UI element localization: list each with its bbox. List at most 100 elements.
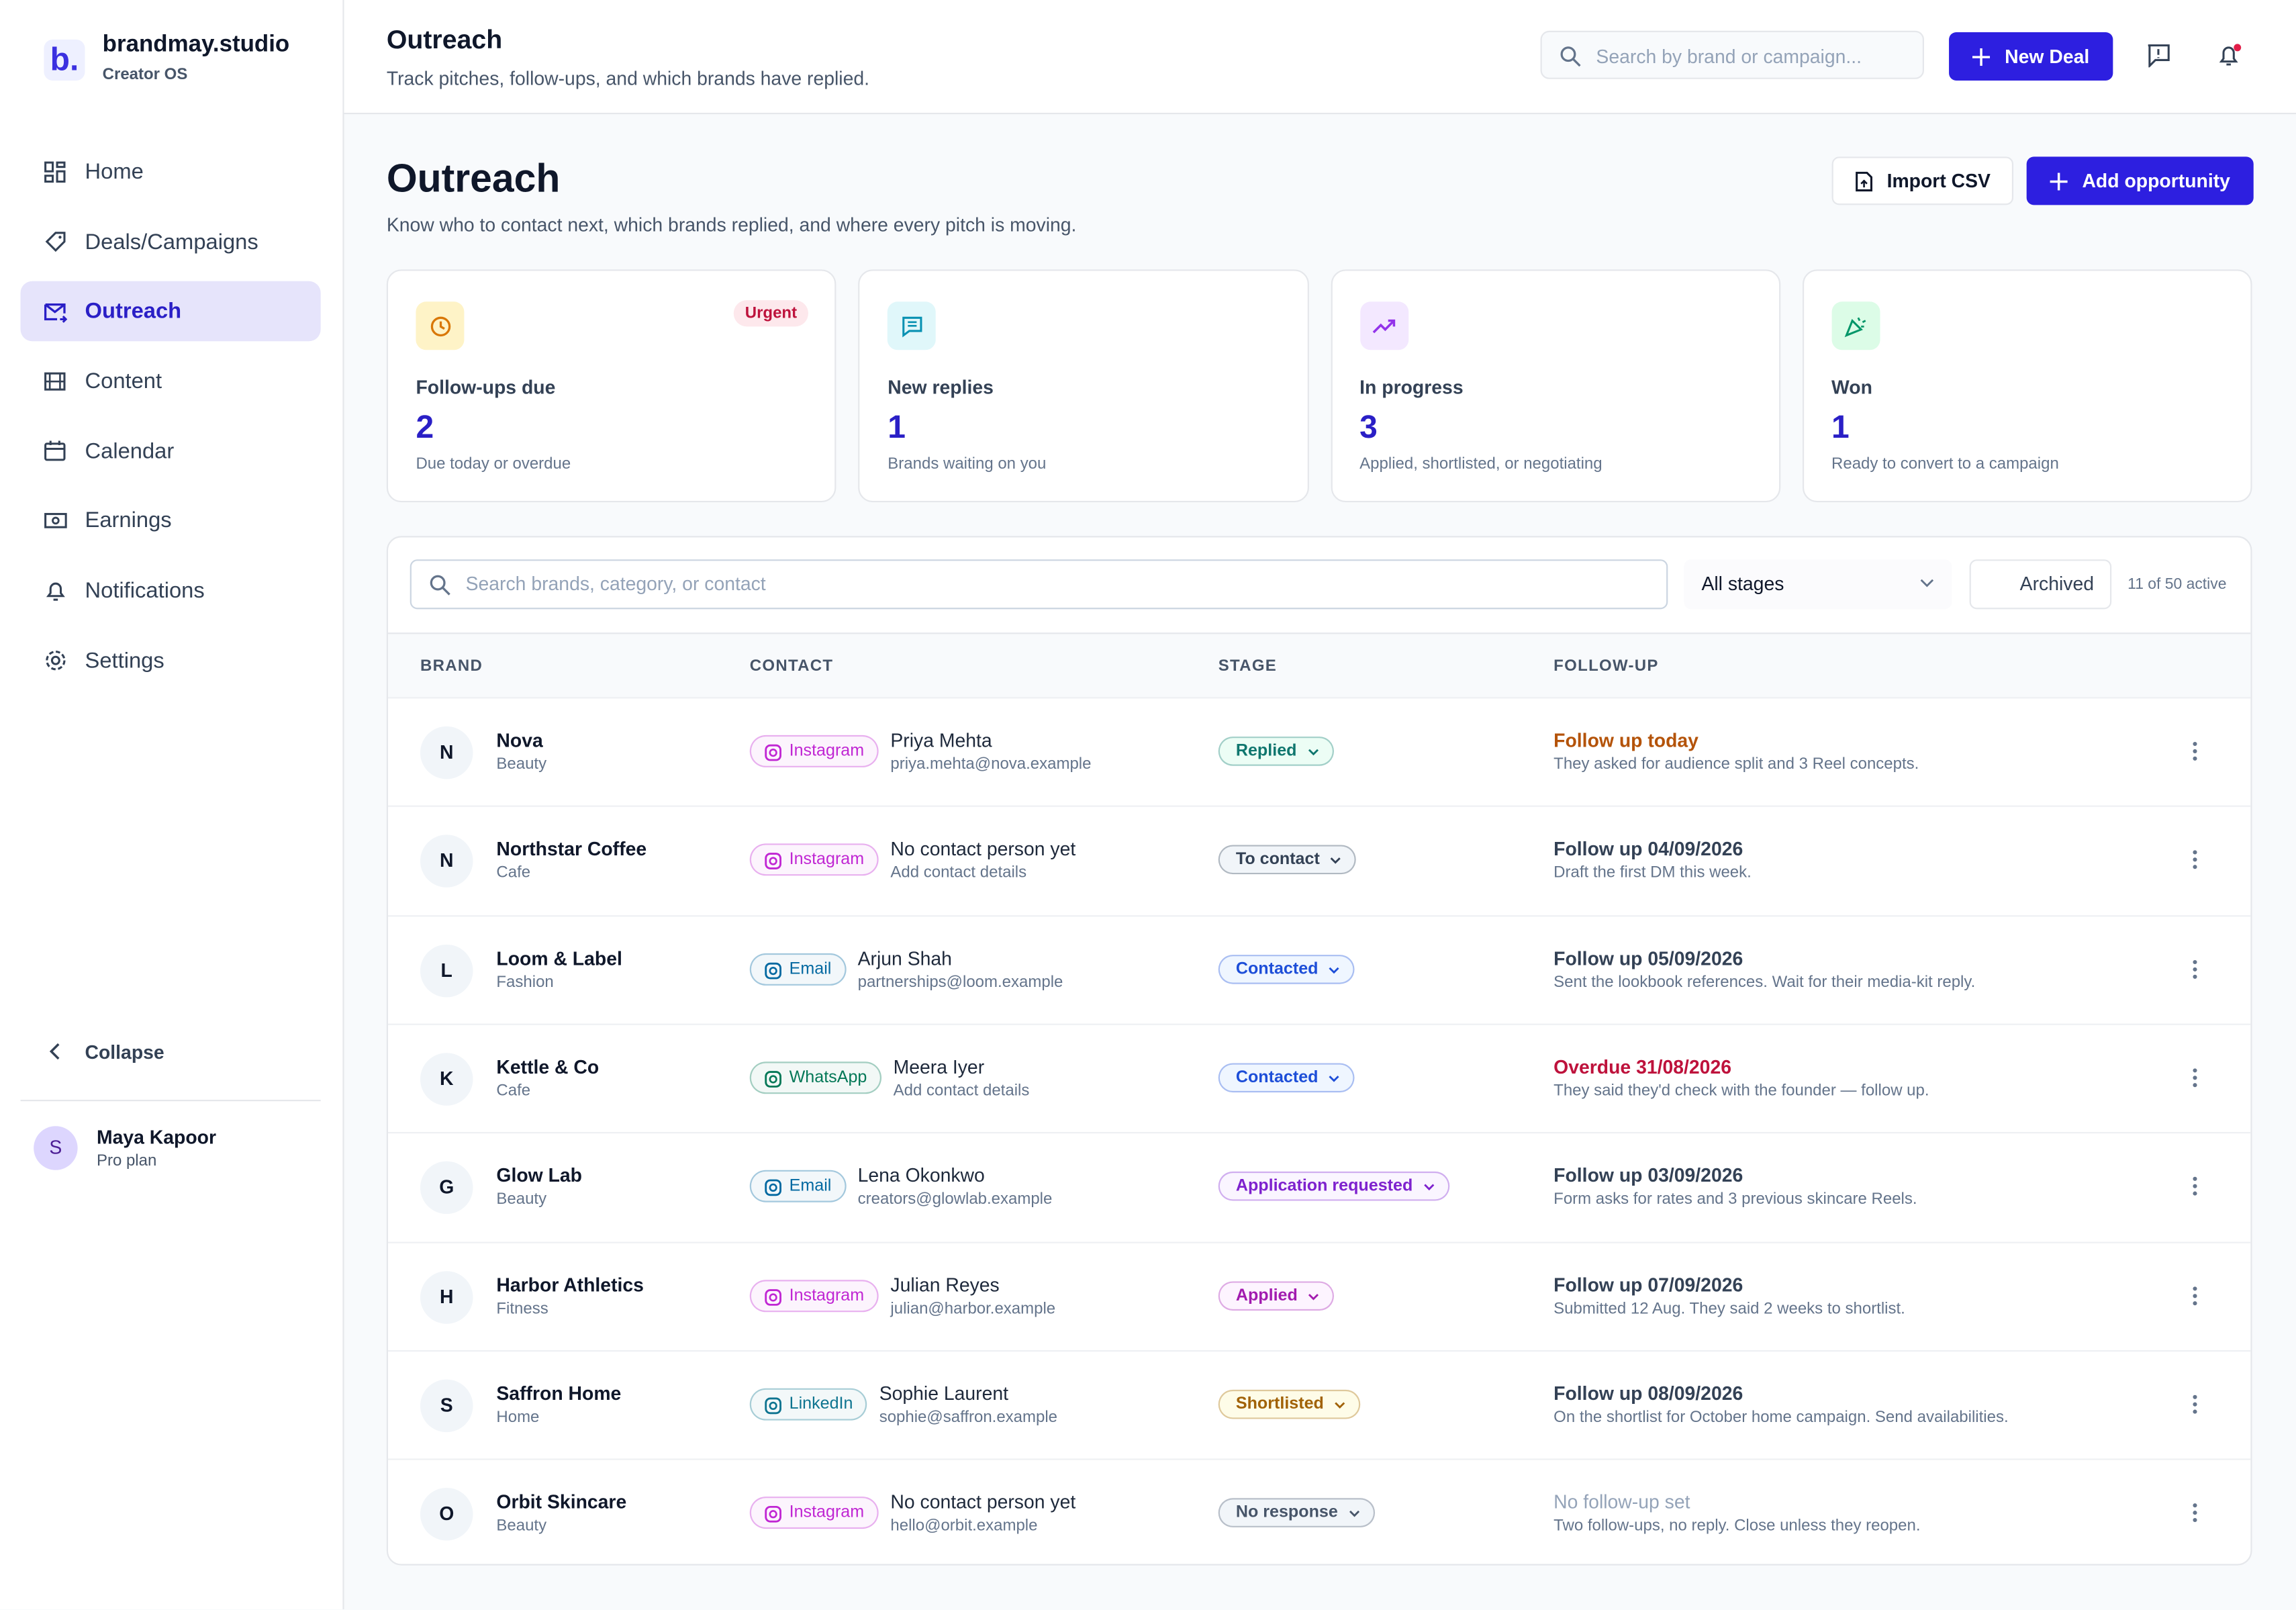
- followup-note: Sent the lookbook references. Wait for t…: [1553, 973, 1976, 991]
- brand-avatar: L: [420, 943, 473, 997]
- stage-badge[interactable]: Shortlisted: [1218, 1389, 1361, 1419]
- followup-note: Submitted 12 Aug. They said 2 weeks to s…: [1553, 1299, 1905, 1317]
- brand-name: Loom & Label: [496, 947, 622, 969]
- brand-category: Cafe: [496, 1082, 531, 1100]
- stage-filter-label: All stages: [1701, 572, 1784, 595]
- new-deal-button[interactable]: New Deal: [1949, 32, 2113, 81]
- stat-badge: Urgent: [733, 300, 809, 327]
- stage-badge[interactable]: No response: [1218, 1498, 1375, 1528]
- archived-toggle[interactable]: Archived: [1969, 559, 2112, 610]
- user-avatar[interactable]: S: [34, 1126, 78, 1170]
- nav-label: Settings: [85, 648, 164, 673]
- brand-name: Saffron Home: [496, 1382, 622, 1405]
- stage-badge[interactable]: Replied: [1218, 737, 1334, 766]
- row-menu[interactable]: [2192, 1176, 2198, 1204]
- followup-date: Follow up 03/09/2026: [1553, 1164, 1743, 1187]
- contact-detail: sophie@saffron.example: [879, 1408, 1058, 1426]
- stat-value: 1: [888, 408, 906, 446]
- channel-label: LinkedIn: [789, 1395, 853, 1413]
- stat-note: Applied, shortlisted, or negotiating: [1359, 455, 1603, 473]
- channel-badge: Instagram: [749, 735, 879, 767]
- table-row[interactable]: L Loom & Label Fashion Email Arjun Shah partn…: [387, 914, 2251, 1025]
- nav-label: Notifications: [85, 578, 205, 604]
- nav-item[interactable]: Settings: [21, 631, 321, 691]
- table-search[interactable]: Search brands, category, or contact: [410, 559, 1668, 610]
- row-menu[interactable]: [2192, 959, 2198, 986]
- stat-label: New replies: [888, 376, 994, 399]
- nav-item[interactable]: Home: [21, 142, 321, 202]
- followup-note: They asked for audience split and 3 Reel…: [1553, 755, 1919, 773]
- table-row[interactable]: S Saffron Home Home LinkedIn Sophie Laurent s…: [387, 1349, 2251, 1460]
- channel-icon: [765, 1288, 781, 1305]
- stat-value: 1: [1831, 408, 1850, 446]
- sidebar: b. brandmay.studio Creator OS Home Deals/…: [0, 0, 344, 1610]
- table-row[interactable]: H Harbor Athletics Fitness Instagram Julian …: [387, 1241, 2251, 1351]
- row-menu[interactable]: [2192, 1394, 2198, 1421]
- stats: Urgent Follow-ups due 2 Due today or overdu…: [386, 269, 2252, 503]
- followup-note: Draft the first DM this week.: [1553, 864, 1752, 882]
- contact-detail: hello@orbit.example: [890, 1517, 1038, 1535]
- stat-card: Won 1 Ready to convert to a campaign: [1802, 269, 2252, 503]
- channel-badge: Email: [749, 953, 847, 986]
- row-menu[interactable]: [2192, 741, 2198, 769]
- add-opportunity-button[interactable]: Add opportunity: [2026, 156, 2254, 205]
- brand-name: Northstar Coffee: [496, 838, 647, 860]
- stage-filter[interactable]: All stages: [1684, 559, 1952, 610]
- nav-item[interactable]: Earnings: [21, 491, 321, 551]
- row-menu[interactable]: [2192, 1068, 2198, 1095]
- page-subtitle: Know who to contact next, which brands r…: [386, 214, 1077, 236]
- table-row[interactable]: G Glow Lab Beauty Email Lena Okonkwo creators…: [387, 1132, 2251, 1242]
- stat-icon: [888, 301, 937, 350]
- channel-icon: [765, 853, 781, 870]
- contact-name: Arjun Shah: [857, 947, 952, 969]
- nav-icon: [46, 651, 66, 671]
- channel-label: Email: [789, 959, 832, 978]
- import-label: Import CSV: [1886, 170, 1991, 192]
- kebab-icon: [2193, 741, 2197, 761]
- nav-item[interactable]: Calendar: [21, 422, 321, 481]
- nav-item[interactable]: Deals/Campaigns: [21, 212, 321, 272]
- contact-detail: Add contact details: [893, 1082, 1030, 1100]
- stage-badge[interactable]: Contacted: [1218, 1063, 1355, 1092]
- search-icon: [430, 575, 450, 596]
- stage-badge[interactable]: Application requested: [1218, 1172, 1449, 1201]
- stage-label: Replied: [1235, 742, 1297, 761]
- row-menu[interactable]: [2192, 1285, 2198, 1313]
- feedback-button[interactable]: [2147, 44, 2170, 68]
- row-menu[interactable]: [2192, 850, 2198, 878]
- contact-detail: priya.mehta@nova.example: [890, 755, 1092, 773]
- topbar-subtitle: Track pitches, follow-ups, and which bra…: [386, 67, 870, 90]
- active-count: 11 of 50 active: [2127, 575, 2227, 594]
- chevron: [1349, 1511, 1359, 1517]
- nav-item[interactable]: Content: [21, 352, 321, 412]
- notifications-button[interactable]: [2217, 42, 2243, 68]
- channel-label: Instagram: [789, 851, 865, 869]
- stage-badge[interactable]: Applied: [1218, 1280, 1335, 1311]
- stat-label: Won: [1831, 376, 1872, 399]
- channel-badge: Email: [749, 1170, 847, 1203]
- logo[interactable]: b.: [44, 39, 85, 81]
- table-row[interactable]: K Kettle & Co Cafe WhatsApp Meera Iyer Add co…: [387, 1023, 2251, 1133]
- nav-item[interactable]: Notifications: [21, 561, 321, 621]
- import-csv-button[interactable]: Import CSV: [1831, 156, 2014, 205]
- table-row[interactable]: N Northstar Coffee Cafe Instagram No contact…: [387, 806, 2251, 916]
- collapse-button[interactable]: Collapse: [85, 1041, 164, 1063]
- row-menu[interactable]: [2192, 1503, 2198, 1530]
- contact-name: Priya Mehta: [890, 729, 992, 751]
- plus-icon: [1972, 47, 1991, 66]
- contact-detail: partnerships@loom.example: [857, 973, 1063, 991]
- stage-badge[interactable]: To contact: [1218, 845, 1357, 875]
- nav-label: Home: [85, 159, 144, 185]
- brand-category: Fashion: [496, 973, 554, 991]
- table-row[interactable]: O Orbit Skincare Beauty Instagram No contact…: [387, 1458, 2251, 1564]
- topbar-search[interactable]: Search by brand or campaign...: [1540, 30, 1924, 79]
- topbar: Outreach Track pitches, follow-ups, and …: [344, 0, 2296, 115]
- stat-note: Ready to convert to a campaign: [1831, 455, 2059, 473]
- brand-category: Beauty: [496, 1517, 547, 1535]
- column-header: CONTACT: [749, 657, 834, 675]
- table-row[interactable]: N Nova Beauty Instagram Priya Mehta priya.meh…: [387, 697, 2251, 807]
- nav-item[interactable]: Outreach: [20, 281, 321, 342]
- kebab-icon: [2193, 1286, 2197, 1305]
- nav-icon: [44, 371, 66, 390]
- stage-badge[interactable]: Contacted: [1218, 954, 1355, 984]
